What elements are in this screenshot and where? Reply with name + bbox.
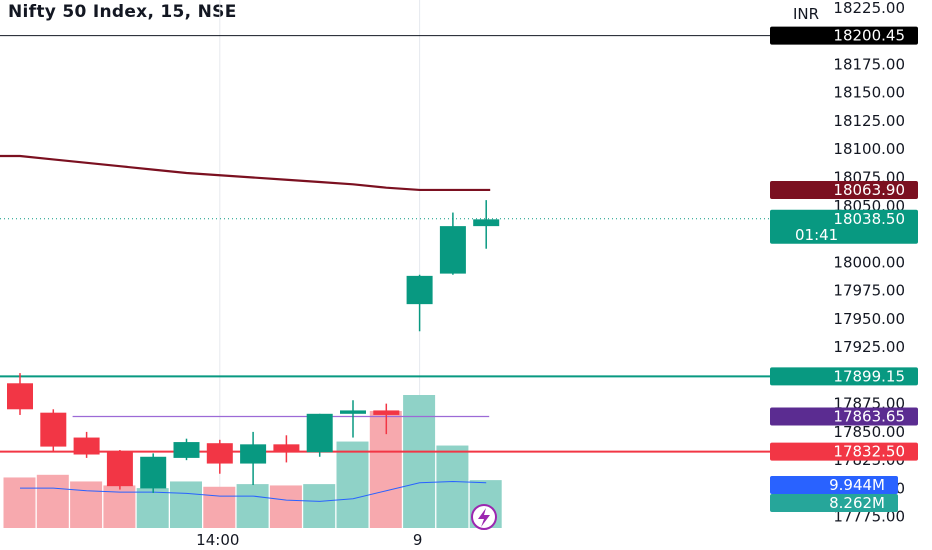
moving-average bbox=[0, 154, 491, 192]
volume-bar bbox=[403, 395, 436, 528]
candle-body bbox=[306, 413, 333, 453]
candle bbox=[306, 413, 333, 457]
lightning-icon[interactable] bbox=[471, 504, 497, 530]
candle-body bbox=[73, 437, 100, 455]
y-tick-label: 18000.00 bbox=[833, 253, 905, 271]
y-tick-label: 17775.00 bbox=[833, 508, 905, 526]
price-tag-label: 18200.45 bbox=[833, 27, 905, 45]
price-tag-label: 18038.50 bbox=[833, 210, 905, 228]
volume-tag-label: 8.262M bbox=[829, 494, 885, 512]
x-tick-label: 9 bbox=[413, 531, 423, 549]
candle bbox=[273, 435, 300, 463]
candle-body bbox=[106, 452, 133, 487]
price-tag: 18200.45 bbox=[770, 26, 918, 45]
candle bbox=[206, 439, 233, 474]
volume-tag-bg bbox=[770, 476, 898, 494]
candle bbox=[439, 212, 466, 275]
candle-body bbox=[206, 443, 233, 464]
volume-tag: 8.262M bbox=[770, 494, 898, 512]
price-tag-countdown: 01:41 bbox=[795, 226, 838, 244]
price-tag: 17863.65 bbox=[770, 407, 918, 426]
volume-bar bbox=[303, 484, 336, 528]
candle bbox=[373, 403, 400, 435]
candle-body bbox=[340, 410, 366, 414]
y-tick-label: 17925.00 bbox=[833, 338, 905, 356]
price-tag-bg bbox=[770, 407, 918, 426]
volume-bar bbox=[336, 441, 369, 528]
candle-body bbox=[439, 226, 466, 274]
candle-body bbox=[273, 444, 300, 453]
price-tag-bg bbox=[770, 442, 918, 461]
y-tick-label: 18175.00 bbox=[833, 55, 905, 73]
price-tag-label: 17899.15 bbox=[833, 367, 905, 385]
volume-bar bbox=[36, 474, 69, 528]
volume-bar bbox=[170, 481, 202, 528]
volume-bar bbox=[436, 445, 469, 528]
price-tag-bg bbox=[770, 26, 918, 45]
volume-tag-label: 9.944M bbox=[829, 476, 885, 494]
y-tick-label: 18100.00 bbox=[833, 140, 905, 158]
volume-bar bbox=[203, 486, 236, 528]
volume-bar bbox=[3, 477, 36, 528]
y-tick-label: 17975.00 bbox=[833, 282, 905, 300]
volume-bar bbox=[70, 481, 103, 528]
candle-body bbox=[40, 412, 67, 447]
price-tag-label: 17863.65 bbox=[833, 407, 905, 425]
price-tag-bg bbox=[770, 181, 918, 200]
candles bbox=[7, 200, 500, 493]
y-tick-label: 18150.00 bbox=[833, 84, 905, 102]
volume-average-line bbox=[20, 480, 487, 502]
candle bbox=[473, 200, 500, 249]
y-tick-label: 17850.00 bbox=[833, 423, 905, 441]
candle bbox=[406, 274, 433, 332]
volume-tag-bg bbox=[770, 494, 898, 512]
candle-body bbox=[473, 219, 500, 227]
candle bbox=[140, 453, 167, 493]
candle-body bbox=[406, 275, 433, 305]
candle-body bbox=[140, 456, 167, 489]
volume-bar bbox=[136, 488, 169, 528]
candle bbox=[173, 438, 200, 461]
candle bbox=[340, 400, 366, 438]
ma-line bbox=[0, 154, 491, 192]
candle-body bbox=[373, 410, 400, 415]
horizontal-levels bbox=[0, 35, 770, 453]
currency-label: INR bbox=[793, 5, 819, 23]
candle bbox=[73, 431, 100, 458]
candle-body bbox=[7, 383, 33, 410]
price-tag-label: 17832.50 bbox=[833, 443, 905, 461]
price-tag-label: 18063.90 bbox=[833, 181, 905, 199]
candle bbox=[240, 431, 267, 486]
price-tag: 17899.15 bbox=[770, 367, 918, 386]
price-tag: 17832.50 bbox=[770, 442, 918, 461]
y-tick-label: 18125.00 bbox=[833, 112, 905, 130]
price-tag-bg bbox=[770, 209, 918, 244]
candle-body bbox=[240, 444, 267, 464]
volume-bar bbox=[269, 485, 302, 528]
x-tick-label: 14:00 bbox=[196, 531, 239, 549]
candle bbox=[106, 449, 133, 490]
price-tag: 18063.90 bbox=[770, 181, 918, 200]
candle bbox=[40, 409, 67, 452]
y-tick-label: 17950.00 bbox=[833, 310, 905, 328]
candle bbox=[7, 373, 33, 415]
volume-bar bbox=[236, 484, 269, 528]
volume-tag: 9.944M bbox=[770, 476, 898, 494]
time-axis: 14:00 9 bbox=[196, 531, 422, 549]
y-tick-label: 18225.00 bbox=[833, 0, 905, 17]
price-tag-bg bbox=[770, 367, 918, 386]
chart-title: Nifty 50 Index, 15, NSE bbox=[8, 2, 237, 22]
candle-body bbox=[173, 442, 200, 458]
